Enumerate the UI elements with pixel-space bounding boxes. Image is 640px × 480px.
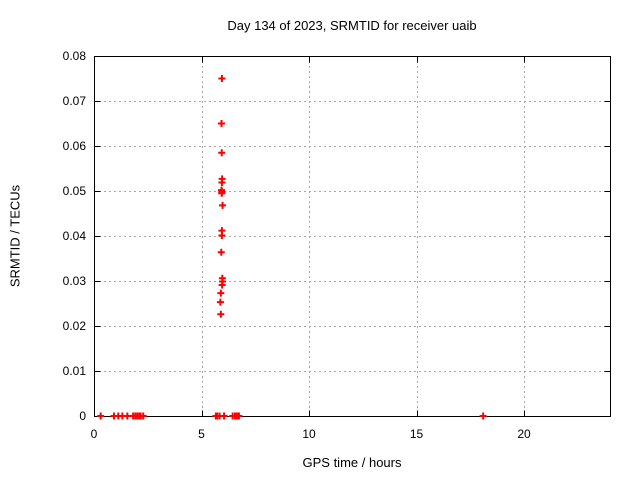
data-point-marker (218, 189, 226, 197)
data-point-marker (235, 412, 243, 420)
data-point-marker (218, 75, 226, 82)
data-point-marker (218, 281, 226, 289)
data-point-marker (216, 298, 224, 306)
y-tick-label: 0.03 (63, 274, 87, 288)
data-points (97, 75, 487, 420)
data-point-marker (220, 412, 228, 420)
y-tick-label: 0 (79, 409, 86, 423)
data-point-marker (139, 412, 147, 420)
data-point-marker (218, 232, 226, 240)
y-tick-label: 0.04 (63, 229, 87, 243)
y-tick-label: 0.05 (63, 184, 87, 198)
data-point-marker (218, 178, 226, 186)
chart-title: Day 134 of 2023, SRMTID for receiver uai… (227, 18, 477, 33)
x-axis-label: GPS time / hours (302, 455, 402, 470)
y-tick-label: 0.01 (63, 364, 87, 378)
x-tick-label: 15 (410, 427, 424, 441)
data-point-marker (218, 149, 226, 157)
data-point-marker (219, 201, 227, 209)
data-point-marker (479, 412, 487, 420)
axis-frame (94, 56, 611, 417)
y-tick-label: 0.06 (63, 139, 87, 153)
data-point-marker (217, 289, 225, 297)
y-tick-label: 0.02 (63, 319, 87, 333)
data-point-marker (217, 120, 225, 127)
tick-labels: 0 0.01 0.02 0.03 0.04 0.05 0.06 0.07 0.08 0 5 10 15 2… (63, 49, 531, 441)
x-tick-label: 5 (198, 427, 205, 441)
x-tick-label: 20 (517, 427, 531, 441)
data-point-marker (217, 248, 225, 256)
y-tick-label: 0.08 (63, 49, 87, 63)
x-tick-label: 0 (91, 427, 98, 441)
grid-lines (94, 56, 610, 416)
y-tick-label: 0.07 (63, 94, 87, 108)
data-point-marker (97, 412, 105, 420)
x-tick-label: 10 (302, 427, 316, 441)
data-point-marker (217, 310, 225, 318)
